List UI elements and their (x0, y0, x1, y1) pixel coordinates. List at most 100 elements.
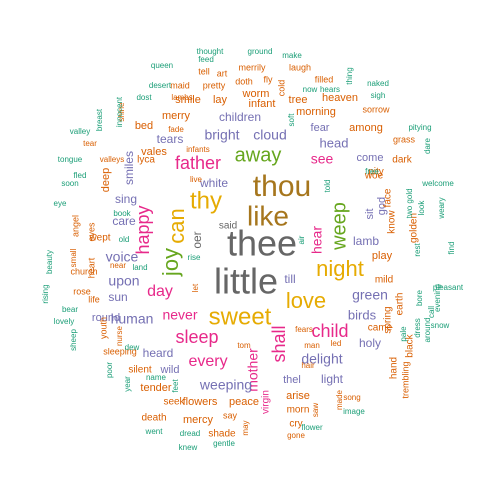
cloud-word-tear: tear (83, 139, 97, 148)
cloud-word-dark: dark (392, 155, 412, 166)
cloud-word-two: two (405, 205, 414, 218)
cloud-word-said: said (219, 221, 237, 232)
cloud-word-cry: cry (289, 419, 302, 430)
cloud-word-death: death (141, 413, 166, 424)
cloud-word-infants: infants (186, 145, 210, 154)
cloud-word-shine: shine (117, 102, 126, 122)
cloud-word-angel: angel (70, 215, 80, 237)
cloud-word-green: green (352, 287, 388, 303)
cloud-word-sit: sit (364, 209, 376, 220)
cloud-word-never: never (162, 307, 197, 323)
cloud-word-name: name (146, 373, 167, 382)
cloud-word-weary: weary (437, 197, 446, 219)
cloud-word-naked: naked (367, 79, 389, 88)
cloud-word-innocent: innocent (115, 96, 124, 127)
cloud-word-arise: arise (286, 390, 310, 402)
cloud-word-tree: tree (289, 94, 308, 106)
cloud-word-song: song (343, 393, 360, 402)
cloud-word-child: child (311, 321, 348, 341)
cloud-word-old: old (119, 235, 130, 244)
cloud-word-pale: pale (399, 326, 408, 342)
cloud-word-sing: sing (115, 192, 137, 206)
cloud-word-face: face (383, 188, 394, 207)
cloud-word-art: art (217, 68, 228, 78)
cloud-word-feed: feed (198, 55, 214, 64)
cloud-word-like: like (247, 200, 289, 231)
cloud-word-fears: fears (295, 325, 313, 334)
cloud-word-life: life (88, 294, 100, 304)
cloud-word-sigh: sigh (371, 91, 386, 100)
cloud-word-shade: shade (208, 429, 236, 440)
cloud-word-welcome: welcome (421, 179, 454, 188)
cloud-word-white: white (199, 176, 228, 190)
cloud-word-father: father (175, 153, 221, 173)
cloud-word-say: say (223, 410, 238, 420)
cloud-word-soft: soft (287, 113, 296, 127)
cloud-word-seek: seek (163, 397, 185, 408)
cloud-word-mother: mother (245, 348, 261, 392)
cloud-word-fled: fled (74, 171, 87, 180)
cloud-word-bright: bright (204, 127, 239, 143)
cloud-word-may: may (241, 420, 250, 435)
cloud-word-rise: rise (188, 253, 201, 262)
cloud-word-till: till (284, 272, 295, 286)
cloud-word-sleeping: sleeping (103, 346, 137, 356)
cloud-word-saw: saw (311, 403, 320, 417)
cloud-word-lovely: lovely (54, 317, 74, 326)
cloud-word-sorrow: sorrow (362, 104, 390, 114)
cloud-word-heaven: heaven (322, 92, 358, 104)
cloud-word-spring: spring (383, 306, 394, 333)
cloud-word-beauty: beauty (45, 250, 54, 274)
cloud-word-rising: rising (41, 284, 50, 303)
cloud-word-knew: knew (179, 443, 198, 452)
cloud-word-thing: thing (345, 67, 354, 84)
cloud-word-pretty: pretty (203, 80, 226, 90)
cloud-word-gentle: gentle (213, 439, 235, 448)
cloud-word-black: black (405, 333, 416, 357)
cloud-word-lamb: lamb (353, 234, 379, 248)
cloud-word-gone: gone (287, 431, 305, 440)
cloud-word-god: god (376, 197, 388, 215)
cloud-word-birds: birds (348, 307, 377, 322)
cloud-word-peace: peace (229, 396, 259, 408)
cloud-word-wild: wild (160, 364, 180, 376)
cloud-word-youth: youth (98, 317, 108, 339)
cloud-word-sweet: sweet (209, 303, 272, 330)
cloud-word-morning: morning (296, 106, 336, 118)
cloud-word-hair: hair (301, 361, 315, 370)
cloud-word-day: day (147, 283, 173, 300)
cloud-word-ground: ground (248, 47, 273, 56)
cloud-word-head: head (320, 135, 349, 150)
cloud-word-lay: lay (213, 94, 228, 106)
cloud-word-laugh: laugh (289, 62, 311, 72)
cloud-word-sheep: sheep (69, 329, 78, 351)
cloud-word-pitying: pitying (408, 123, 431, 132)
cloud-word-oer: oer (190, 231, 204, 248)
cloud-word-thel: thel (283, 374, 301, 386)
cloud-word-voice: voice (106, 249, 139, 265)
cloud-word-rest: rest (413, 243, 422, 257)
cloud-word-book: book (113, 209, 131, 218)
cloud-word-mercy: mercy (183, 414, 213, 426)
cloud-word-image: image (343, 407, 365, 416)
cloud-word-smiles: smiles (122, 151, 136, 185)
cloud-word-flowers: flowers (183, 396, 218, 408)
cloud-word-love: love (286, 288, 326, 313)
cloud-word-feet: feet (171, 379, 180, 393)
cloud-word-delight: delight (301, 351, 342, 367)
cloud-word-holy: holy (359, 336, 381, 350)
cloud-word-dress: dress (413, 318, 422, 338)
cloud-word-smile: smile (175, 94, 201, 106)
cloud-word-filled: filled (315, 74, 334, 84)
cloud-word-let: let (191, 283, 200, 292)
cloud-word-earth: earth (395, 293, 406, 316)
cloud-word-dread: dread (180, 429, 200, 438)
cloud-word-sleep: sleep (175, 327, 218, 347)
cloud-word-tell: tell (198, 66, 210, 76)
cloud-word-maid: maid (170, 80, 190, 90)
cloud-word-every: every (188, 353, 227, 370)
cloud-word-care: care (112, 214, 136, 228)
cloud-word-can: can (164, 208, 189, 243)
cloud-word-man: man (304, 341, 320, 350)
